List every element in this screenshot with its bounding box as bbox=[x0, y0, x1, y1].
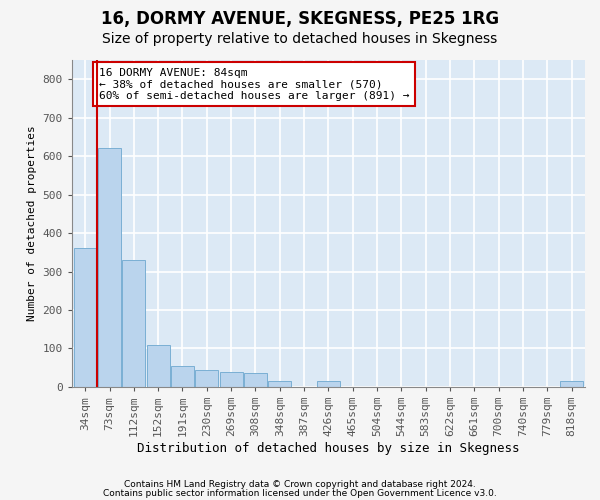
Bar bbox=[171, 366, 194, 387]
Text: Size of property relative to detached houses in Skegness: Size of property relative to detached ho… bbox=[103, 32, 497, 46]
Bar bbox=[560, 381, 583, 387]
Bar bbox=[195, 370, 218, 387]
Text: 16 DORMY AVENUE: 84sqm
← 38% of detached houses are smaller (570)
60% of semi-de: 16 DORMY AVENUE: 84sqm ← 38% of detached… bbox=[98, 68, 409, 101]
Bar bbox=[244, 374, 267, 387]
Bar bbox=[268, 381, 292, 387]
Bar bbox=[317, 381, 340, 387]
Bar bbox=[146, 344, 170, 387]
Bar bbox=[122, 260, 145, 387]
Y-axis label: Number of detached properties: Number of detached properties bbox=[27, 126, 37, 322]
Bar bbox=[98, 148, 121, 387]
Text: Contains HM Land Registry data © Crown copyright and database right 2024.: Contains HM Land Registry data © Crown c… bbox=[124, 480, 476, 489]
X-axis label: Distribution of detached houses by size in Skegness: Distribution of detached houses by size … bbox=[137, 442, 520, 455]
Text: 16, DORMY AVENUE, SKEGNESS, PE25 1RG: 16, DORMY AVENUE, SKEGNESS, PE25 1RG bbox=[101, 10, 499, 28]
Bar bbox=[74, 248, 97, 387]
Bar bbox=[220, 372, 242, 387]
Text: Contains public sector information licensed under the Open Government Licence v3: Contains public sector information licen… bbox=[103, 488, 497, 498]
